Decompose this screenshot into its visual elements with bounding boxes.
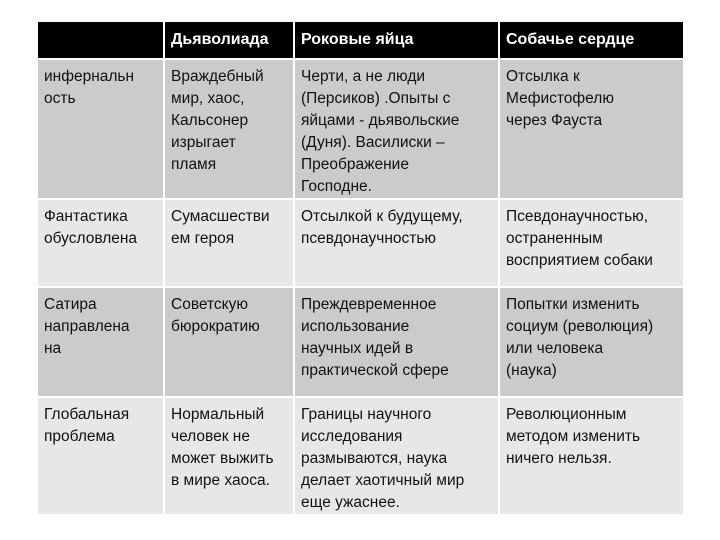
table-cell: Границы научного исследования размываютс… [293,396,500,516]
row-label: инфернальн ость [36,58,165,200]
table-cell: Псевдонаучностью, остраненным восприятие… [498,198,685,288]
header-cell-sobachye-serdtse: Собачье сердце [498,20,685,60]
table-row: Сатира направлена на Советскую бюрократи… [36,286,685,398]
table-cell: Революционным методом изменить ничего не… [498,396,685,516]
table-cell: Нормальный человек не может выжить в мир… [163,396,295,516]
comparison-table: Дьяволиада Роковые яйца Собачье сердце и… [36,20,685,516]
header-cell-empty [36,20,165,60]
header-cell-dyavoliada: Дьяволиада [163,20,295,60]
table-cell: Черти, а не люди (Персиков) .Опыты с яйц… [293,58,500,200]
header-row: Дьяволиада Роковые яйца Собачье сердце [36,20,685,60]
table-cell: Попытки изменить социум (революция) или … [498,286,685,398]
table-cell: Сумасшестви ем героя [163,198,295,288]
table-row: Фантастика обусловлена Сумасшестви ем ге… [36,198,685,288]
table-cell: Враждебный мир, хаос, Кальсонер изрыгает… [163,58,295,200]
header-cell-rokovye-yaytsa: Роковые яйца [293,20,500,60]
row-label: Глобальная проблема [36,396,165,516]
row-label: Сатира направлена на [36,286,165,398]
table-row: инфернальн ость Враждебный мир, хаос, Ка… [36,58,685,200]
table-cell: Преждевременное использование научных ид… [293,286,500,398]
table-cell: Отсылкой к будущему, псевдонаучностью [293,198,500,288]
table-cell: Советскую бюрократию [163,286,295,398]
table-row: Глобальная проблема Нормальный человек н… [36,396,685,516]
row-label: Фантастика обусловлена [36,198,165,288]
table-cell: Отсылка к Мефистофелю через Фауста [498,58,685,200]
